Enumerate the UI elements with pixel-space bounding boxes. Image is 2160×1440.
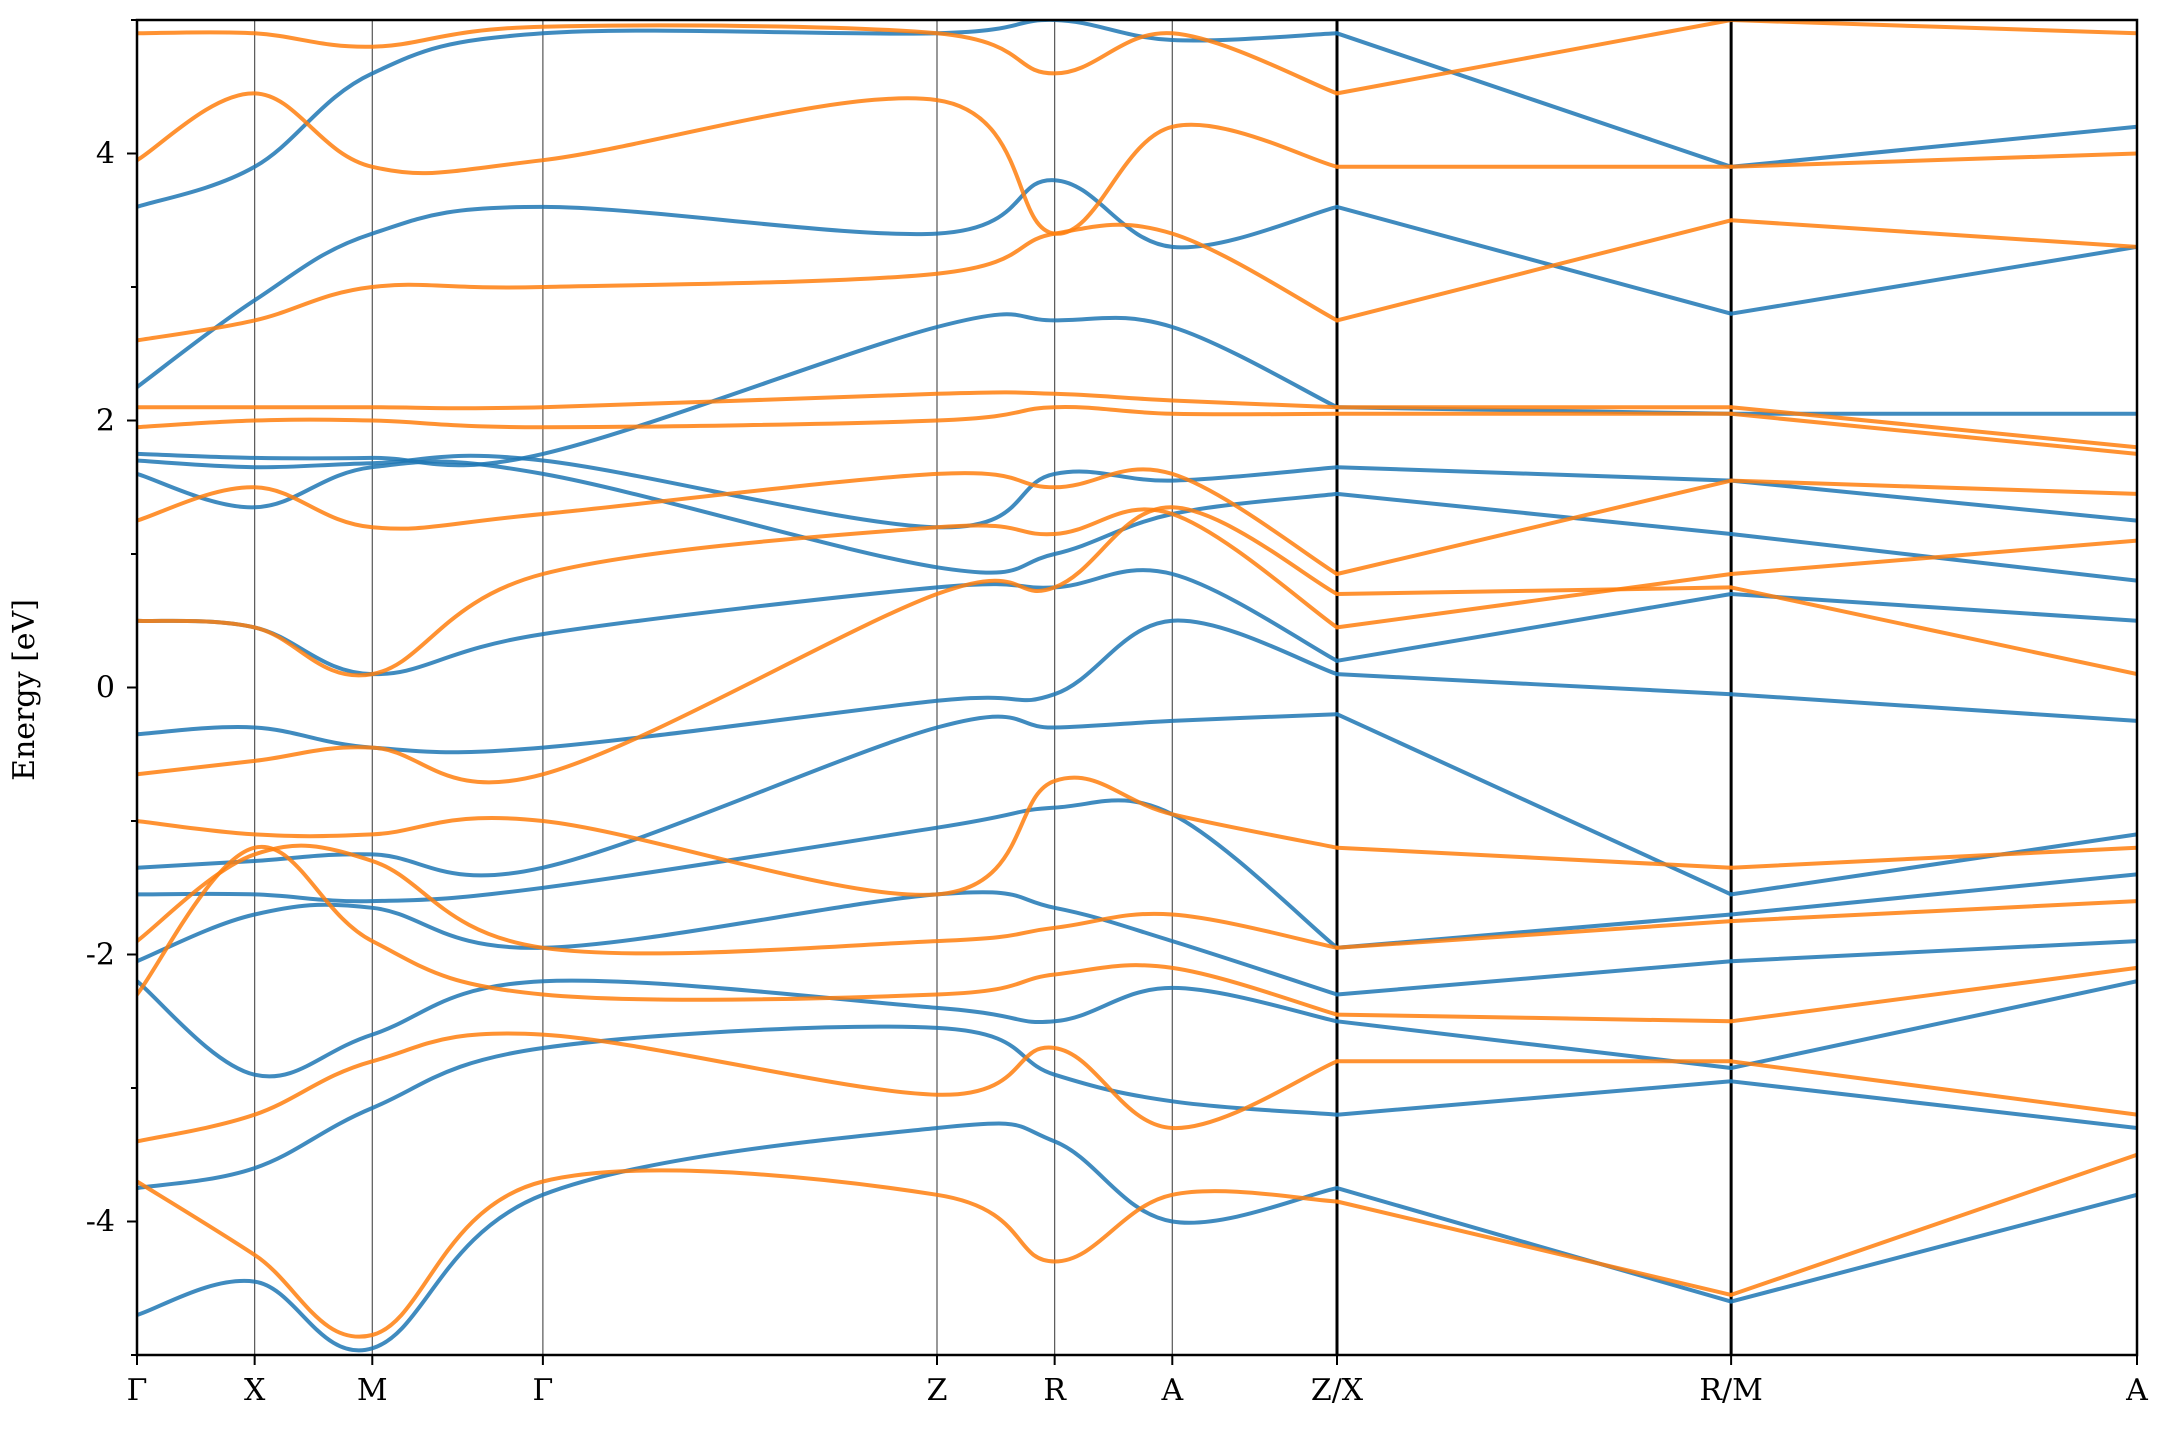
band-line: [137, 844, 1339, 1017]
plot-frame: [135, 18, 2139, 1357]
band-line: [137, 618, 1339, 755]
band-line: [1335, 478, 1734, 576]
band-line: [1729, 538, 2137, 576]
band-line: [1729, 20, 2137, 36]
band-line: [1729, 692, 2137, 723]
band-line: [1729, 939, 2137, 964]
band-line: [1729, 405, 2137, 450]
band-line: [1729, 1059, 2137, 1117]
x-tick-label: Γ: [127, 1373, 148, 1408]
band-line: [1729, 218, 2137, 249]
band-line: [1729, 124, 2137, 169]
band-line: [1729, 411, 2137, 456]
band-line: [137, 1024, 1339, 1191]
band-line: [1729, 1079, 2137, 1130]
x-tick-label: A: [1160, 1373, 1183, 1408]
band-line: [137, 775, 1339, 897]
band-line: [1335, 1079, 1734, 1117]
band-line: [1729, 979, 2137, 1070]
band-line: [1335, 218, 1734, 323]
x-tick-label: X: [244, 1373, 266, 1408]
band-line: [1729, 244, 2137, 316]
band-line: [1335, 1019, 1734, 1070]
x-tick-label: A: [2125, 1373, 2148, 1408]
band-line: [1729, 845, 2137, 870]
band-line: [137, 312, 1339, 468]
band-line: [137, 712, 1339, 878]
band-line: [1335, 491, 1734, 536]
band-line: [137, 459, 1339, 575]
band-line: [1335, 959, 1734, 997]
band-line: [1729, 592, 2137, 623]
band-line: [1729, 478, 2137, 523]
band-line: [1335, 1199, 1734, 1297]
band-line: [1335, 672, 1734, 697]
y-tick-label: 0: [96, 671, 115, 706]
band-line: [1335, 845, 1734, 870]
band-line: [137, 1031, 1339, 1144]
band-line: [1335, 592, 1734, 663]
band-line: [1335, 1012, 1734, 1024]
band-line: [1729, 1192, 2137, 1304]
band-line: [1729, 872, 2137, 917]
band-line: [137, 890, 1339, 997]
band-line: [137, 1168, 1339, 1339]
x-tick-label: R: [1043, 1373, 1067, 1408]
band-line: [1335, 204, 1734, 316]
band-line: [1729, 585, 2137, 677]
y-tick-label: -2: [86, 938, 115, 973]
x-tick-label: Z/X: [1311, 1373, 1364, 1408]
x-tick-label: M: [357, 1373, 388, 1408]
band-line: [137, 453, 1339, 530]
band-line: [1729, 151, 2137, 169]
band-line: [1335, 712, 1734, 897]
band-line: [137, 467, 1339, 576]
band-line: [1729, 1152, 2137, 1297]
band-line: [137, 568, 1339, 677]
band-line: [137, 507, 1339, 678]
x-tick-label: R/M: [1699, 1373, 1762, 1408]
band-line: [137, 978, 1339, 1079]
band-line: [1335, 465, 1734, 483]
band-line: [137, 405, 1339, 430]
band-line: [1729, 899, 2137, 924]
band-line: [137, 20, 1339, 209]
band-line: [137, 1121, 1339, 1353]
band-line: [137, 843, 1339, 956]
x-tick-label: Z: [927, 1373, 948, 1408]
band-line: [1729, 832, 2137, 897]
x-tick-label: Γ: [532, 1373, 553, 1408]
band-line: [137, 222, 1339, 343]
band-line: [1335, 585, 1734, 596]
bands-group: [137, 20, 2137, 1353]
band-line: [1335, 31, 1734, 169]
band-line: [137, 505, 1339, 785]
band-line: [1729, 965, 2137, 1024]
band-line: [1335, 572, 1734, 630]
band-line: [137, 91, 1339, 236]
y-tick-label: 2: [96, 404, 115, 439]
band-line: [1729, 478, 2137, 496]
band-line: [137, 390, 1339, 411]
band-line: [1335, 919, 1734, 950]
y-tick-label: 4: [96, 137, 115, 172]
band-line: [137, 23, 1339, 96]
y-axis-label: Energy [eV]: [7, 599, 42, 781]
band-line: [137, 178, 1339, 390]
band-line: [1335, 1186, 1734, 1304]
band-line: [1335, 20, 1734, 96]
y-tick-label: -4: [86, 1205, 115, 1240]
